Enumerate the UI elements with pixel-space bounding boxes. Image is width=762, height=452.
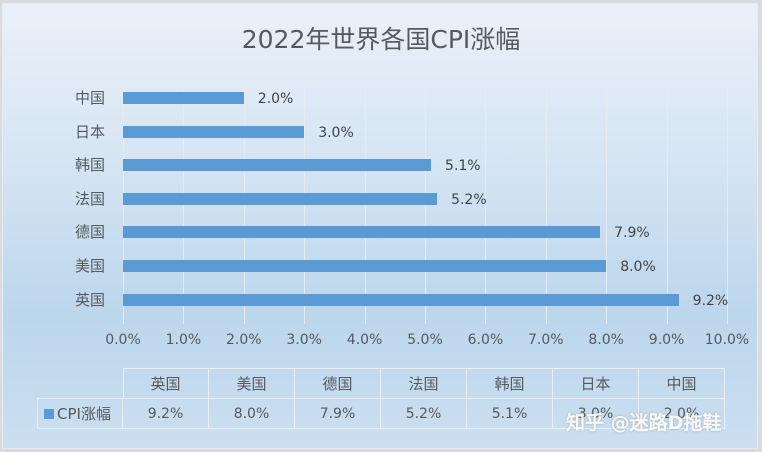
bar bbox=[123, 125, 305, 138]
x-tick-label: 3.0% bbox=[286, 332, 322, 348]
table-header-cell: 日本 bbox=[553, 369, 639, 399]
bar bbox=[123, 226, 601, 239]
gridline bbox=[485, 84, 487, 324]
table-header-cell: 德国 bbox=[295, 369, 381, 399]
table-border bbox=[37, 398, 38, 428]
table-value-cell: 3.0% bbox=[553, 399, 639, 429]
table-value-cell: 5.1% bbox=[467, 399, 553, 429]
legend-swatch-icon bbox=[44, 409, 54, 419]
x-tick-label: 1.0% bbox=[165, 332, 202, 348]
legend-entry: CPI涨幅 bbox=[38, 399, 123, 429]
gridline bbox=[727, 84, 728, 324]
category-label: 法国 bbox=[75, 189, 106, 208]
bar bbox=[123, 293, 679, 306]
category-label: 日本 bbox=[75, 122, 106, 141]
bar-value-label: 3.0% bbox=[318, 124, 354, 141]
category-label: 中国 bbox=[75, 89, 106, 107]
table-value-cell: 7.9% bbox=[295, 399, 381, 429]
category-label: 美国 bbox=[75, 257, 106, 275]
table-header-cell: 中国 bbox=[639, 369, 725, 399]
category-label: 韩国 bbox=[75, 156, 106, 175]
bar-value-label: 5.1% bbox=[445, 158, 481, 175]
bar-value-label: 8.0% bbox=[620, 259, 656, 275]
table-border bbox=[37, 398, 123, 399]
gridline bbox=[606, 84, 608, 324]
table-border bbox=[123, 368, 725, 369]
plot-area: 0.0% 1.0% 2.0% 3.0% 4.0% 5.0% 6.0% 7.0% 8.0% 9.0%… bbox=[3, 4, 759, 450]
bar-value-label: 5.2% bbox=[451, 191, 487, 208]
x-tick-label: 10.0% bbox=[704, 332, 750, 348]
bar-value-label: 7.9% bbox=[614, 225, 650, 242]
category-label: 英国 bbox=[75, 290, 106, 309]
watermark: 知乎 @迷路D拖鞋 bbox=[566, 412, 722, 434]
gridline bbox=[666, 84, 668, 324]
chart-title: 2022年世界各国CPI涨幅 bbox=[241, 25, 521, 54]
bar bbox=[123, 192, 438, 205]
legend-label: CPI涨幅 bbox=[57, 405, 111, 423]
bar bbox=[123, 92, 244, 104]
x-tick-label: 0.0% bbox=[105, 332, 141, 348]
x-tick-label: 5.0% bbox=[407, 332, 443, 348]
x-tick-label: 8.0% bbox=[588, 332, 624, 348]
x-tick-label: 6.0% bbox=[467, 332, 504, 348]
table-border bbox=[123, 368, 124, 398]
x-tick-label: 7.0% bbox=[528, 332, 564, 348]
table-value-cell: 2.0% bbox=[639, 399, 725, 429]
table-value-cell: 9.2% bbox=[123, 399, 209, 429]
chart-area: 2022年世界各国CPI涨幅 0.0% 1.0% 2.0% 3.0% 4.0% 5.0% 6… bbox=[2, 3, 758, 449]
x-tick-label: 4.0% bbox=[346, 332, 383, 348]
table-value-cell: 5.2% bbox=[381, 399, 467, 429]
table-header-cell: 英国 bbox=[123, 369, 209, 399]
x-tick-label: 2.0% bbox=[226, 332, 262, 348]
category-label: 德国 bbox=[75, 223, 106, 242]
table-header-cell: 法国 bbox=[381, 369, 467, 399]
bar bbox=[123, 260, 607, 272]
bar-value-label: 9.2% bbox=[692, 292, 729, 309]
bar bbox=[123, 159, 432, 172]
gridline bbox=[545, 84, 547, 324]
bar-value-label: 2.0% bbox=[257, 91, 294, 107]
x-tick-label: 9.0% bbox=[648, 332, 685, 348]
table-value-cell: 8.0% bbox=[209, 399, 295, 429]
table-header-cell: 美国 bbox=[209, 369, 295, 399]
table-header-cell: 韩国 bbox=[467, 369, 553, 399]
